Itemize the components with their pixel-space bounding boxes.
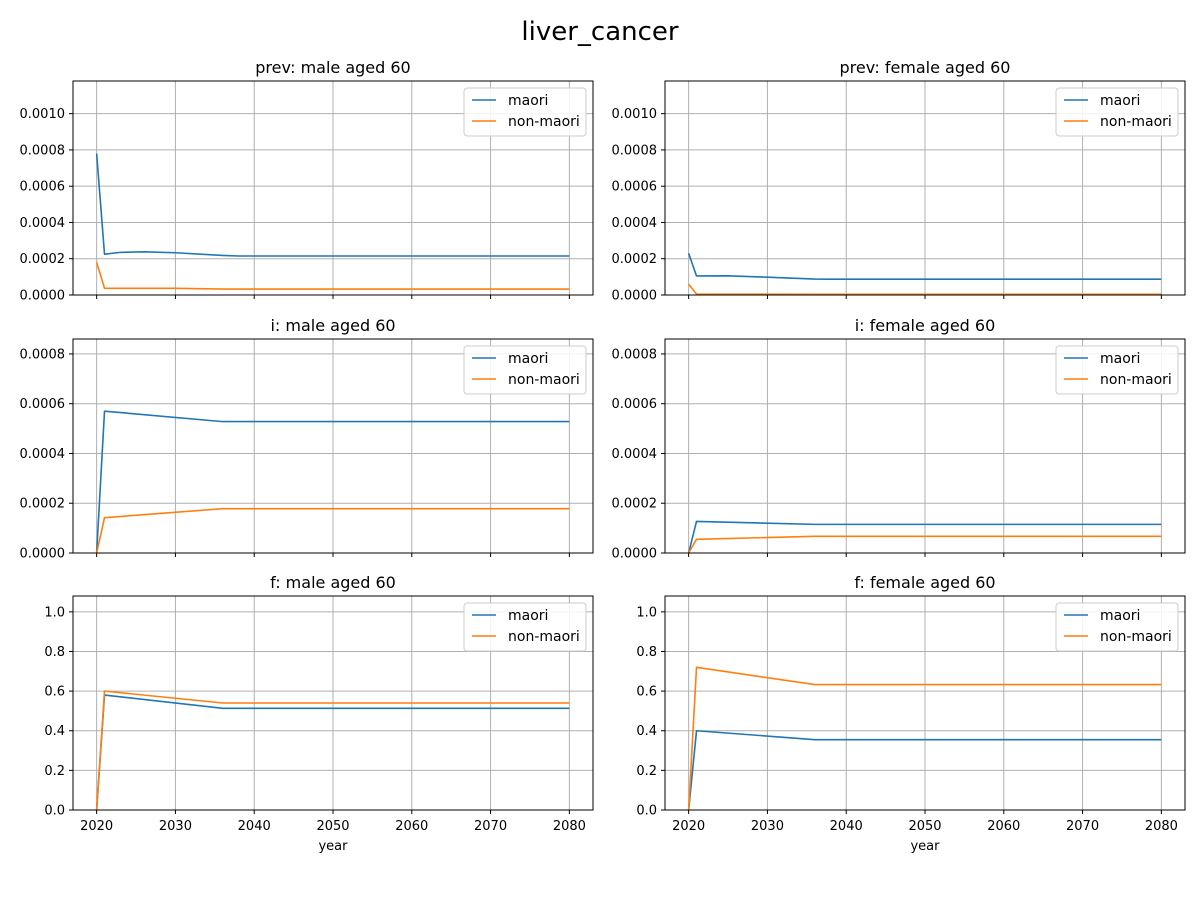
y-tick-label: 0.0004 [612, 447, 658, 462]
subplot-4: 0.0000 0.0002 0.0004 0.0006 0.0008 i: female … [612, 316, 1186, 562]
x-tick-label: 2040 [238, 819, 271, 834]
y-tick-label: 0.0 [44, 804, 65, 819]
figure-title: liver_cancer [521, 17, 679, 47]
legend: maori non-maori [1055, 87, 1179, 137]
y-tick-label: 0.0000 [20, 289, 66, 304]
y-tick-label: 0.0002 [20, 252, 66, 267]
y-tick-label: 0.0004 [20, 447, 66, 462]
legend-label-maori: maori [1100, 351, 1140, 367]
y-tick-label: 0.0000 [612, 547, 658, 562]
series-line-non-maori [688, 283, 1162, 296]
x-tick-label: 2050 [316, 819, 349, 834]
y-tick-label: 0.8 [636, 645, 657, 660]
series-line-maori [687, 520, 1162, 554]
x-tick-label: 2070 [474, 819, 507, 834]
legend-label-maori: maori [508, 351, 548, 367]
y-tick-label: 0.0006 [20, 397, 66, 412]
x-tick-label: 2020 [80, 819, 113, 834]
series-line-maori [687, 729, 1162, 811]
y-tick-label: 1.0 [636, 605, 657, 620]
subplot-2: 0.0000 0.0002 0.0004 0.0006 0.0008 0.0010 prev… [612, 58, 1186, 304]
legend-label-maori: maori [1100, 608, 1140, 624]
legend-label-non-maori: non-maori [508, 372, 580, 388]
legend: maori non-maori [1055, 345, 1179, 395]
subplot-1: 0.0000 0.0002 0.0004 0.0006 0.0008 0.0010 prev… [20, 58, 594, 304]
y-tick-label: 0.8 [44, 645, 65, 660]
legend-label-non-maori: non-maori [1100, 372, 1172, 388]
x-tick-label: 2070 [1066, 819, 1099, 834]
subplot-6: 2020 2030 2040 2050 2060 2070 2080 0.0 0.2 0.4 0.6… [636, 573, 1186, 854]
y-tick-label: 0.4 [44, 724, 65, 739]
y-tick-label: 1.0 [44, 605, 65, 620]
legend-label-non-maori: non-maori [1100, 114, 1172, 130]
x-axis-label: year [910, 839, 940, 854]
x-tick-label: 2030 [751, 819, 784, 834]
legend: maori non-maori [463, 87, 587, 137]
x-tick-label: 2050 [908, 819, 941, 834]
legend-label-non-maori: non-maori [508, 114, 580, 130]
y-tick-label: 0.0002 [612, 497, 658, 512]
legend: maori non-maori [463, 602, 587, 652]
y-tick-label: 0.2 [44, 764, 65, 779]
y-tick-label: 0.0006 [20, 180, 66, 195]
x-tick-label: 2060 [395, 819, 428, 834]
y-tick-label: 0.0008 [612, 143, 658, 158]
legend-label-non-maori: non-maori [1100, 629, 1172, 645]
subplot-5: 2020 2030 2040 2050 2060 2070 2080 0.0 0.2 0.4 0.6… [44, 573, 594, 854]
y-tick-label: 0.0000 [20, 547, 66, 562]
y-tick-label: 0.6 [636, 685, 657, 700]
legend-label-maori: maori [1100, 93, 1140, 109]
subplot-title: prev: female aged 60 [840, 58, 1011, 77]
subplot-3: 0.0000 0.0002 0.0004 0.0006 0.0008 i: male ag… [20, 316, 594, 562]
series-line-maori [95, 410, 570, 554]
y-tick-label: 0.0008 [20, 143, 66, 158]
series-line-non-maori [687, 535, 1162, 554]
series-line-maori [95, 153, 570, 257]
x-tick-label: 2060 [987, 819, 1020, 834]
y-tick-label: 0.4 [636, 724, 657, 739]
y-tick-label: 0.0010 [20, 107, 66, 122]
series-line-non-maori [95, 507, 570, 554]
legend-label-maori: maori [508, 608, 548, 624]
series-line-non-maori [95, 262, 570, 290]
series-line-non-maori [687, 666, 1162, 811]
x-tick-label: 2080 [553, 819, 586, 834]
y-tick-label: 0.0006 [612, 397, 658, 412]
legend: maori non-maori [1055, 602, 1179, 652]
subplot-grid: 0.0000 0.0002 0.0004 0.0006 0.0008 0.0010 prev… [20, 58, 1186, 854]
legend: maori non-maori [463, 345, 587, 395]
y-tick-label: 0.0 [636, 804, 657, 819]
subplot-title: i: male aged 60 [270, 316, 395, 335]
subplot-title: prev: male aged 60 [255, 58, 410, 77]
x-tick-label: 2020 [672, 819, 705, 834]
y-tick-label: 0.0010 [612, 107, 658, 122]
series-line-maori [687, 253, 1162, 281]
y-tick-label: 0.0002 [20, 497, 66, 512]
y-tick-label: 0.0004 [20, 216, 66, 231]
y-tick-label: 0.0006 [612, 180, 658, 195]
x-tick-label: 2080 [1145, 819, 1178, 834]
y-tick-label: 0.0004 [612, 216, 658, 231]
y-tick-label: 0.0002 [612, 252, 658, 267]
legend-label-maori: maori [508, 93, 548, 109]
subplot-title: f: male aged 60 [270, 573, 396, 592]
y-tick-label: 0.6 [44, 685, 65, 700]
x-axis-label: year [318, 839, 348, 854]
x-tick-label: 2040 [830, 819, 863, 834]
series-line-non-maori [95, 690, 570, 811]
x-tick-label: 2030 [159, 819, 192, 834]
subplot-title: i: female aged 60 [855, 316, 996, 335]
legend-label-non-maori: non-maori [508, 629, 580, 645]
y-tick-label: 0.0000 [612, 289, 658, 304]
y-tick-label: 0.0008 [20, 347, 66, 362]
y-tick-label: 0.2 [636, 764, 657, 779]
subplot-title: f: female aged 60 [854, 573, 995, 592]
y-tick-label: 0.0008 [612, 347, 658, 362]
